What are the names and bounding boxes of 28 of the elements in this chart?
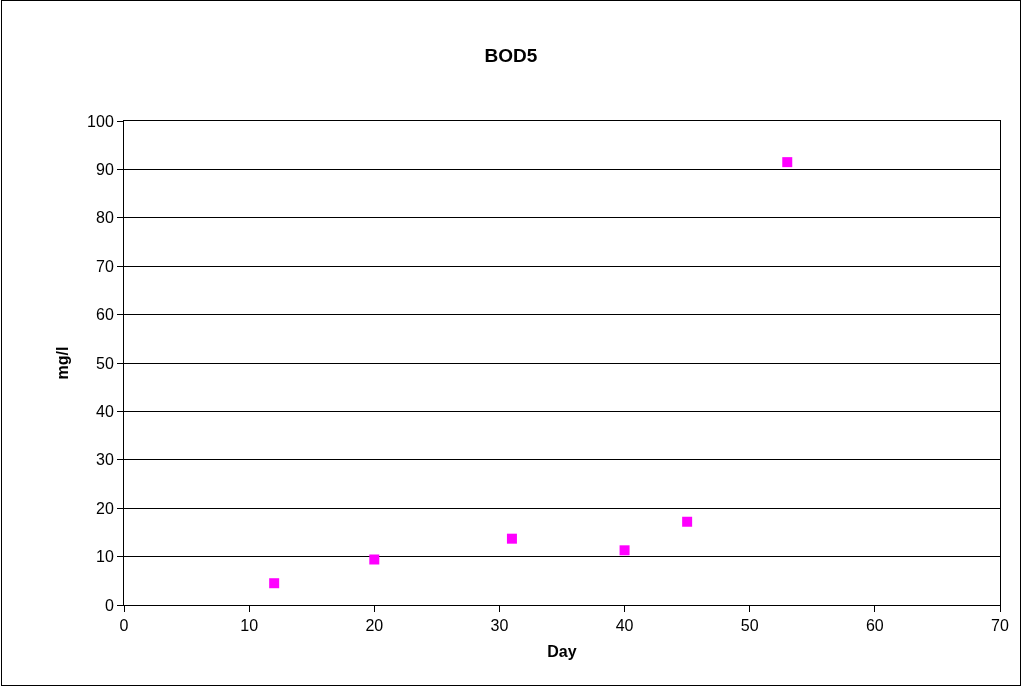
point bbox=[369, 554, 380, 565]
y-tick-label: 90 bbox=[96, 161, 114, 178]
y-tick-label: 40 bbox=[96, 403, 114, 420]
y-tick-label: 10 bbox=[96, 548, 114, 566]
point bbox=[506, 533, 517, 544]
y-axis-title: mg/l bbox=[54, 346, 71, 380]
point bbox=[619, 545, 630, 556]
y-tick-label: 100 bbox=[87, 112, 114, 130]
point bbox=[269, 578, 280, 589]
point bbox=[782, 157, 793, 168]
y-tick-label: 20 bbox=[96, 499, 114, 517]
y-tick-label: 50 bbox=[96, 354, 114, 372]
x-tick-label: 10 bbox=[240, 617, 259, 635]
x-tick-label: 40 bbox=[615, 617, 634, 635]
y-tick-label: 80 bbox=[96, 209, 114, 227]
x-tick-label: 30 bbox=[490, 617, 509, 635]
y-tick-label: 30 bbox=[96, 451, 114, 469]
y-tick-label: 60 bbox=[96, 306, 114, 324]
x-tick-label: 20 bbox=[365, 617, 384, 635]
x-axis-title: Day bbox=[547, 642, 577, 660]
x-tick-label: 60 bbox=[865, 617, 884, 635]
chart-title: BOD5 bbox=[484, 45, 538, 67]
point bbox=[682, 516, 693, 527]
y-tick-label: 0 bbox=[104, 596, 114, 614]
y-tick-label: 70 bbox=[96, 257, 114, 275]
x-tick-label: 0 bbox=[119, 617, 129, 635]
x-tick-label: 70 bbox=[991, 617, 1009, 635]
x-tick-label: 50 bbox=[740, 617, 759, 635]
